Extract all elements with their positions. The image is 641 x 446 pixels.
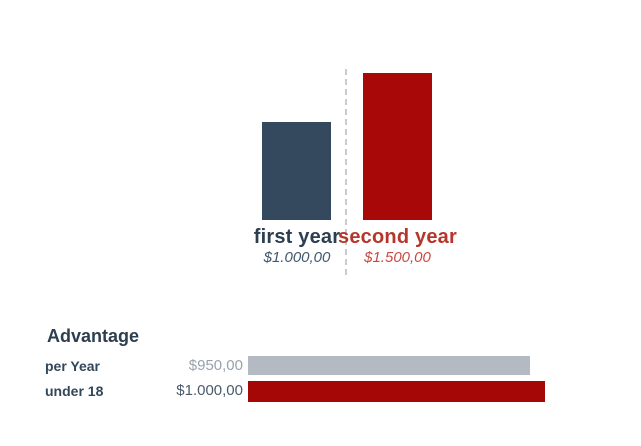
per-year-label: per Year: [45, 358, 101, 374]
advantage-title: Advantage: [47, 326, 140, 346]
first-year-label: first year: [253, 226, 341, 248]
second-year-value: $1.500,00: [364, 249, 431, 266]
under-18-value: $1.000,00: [176, 382, 243, 399]
first-year-value: $1.000,00: [263, 249, 331, 266]
under-18-bar: [248, 381, 545, 402]
second-year-bar: [363, 73, 432, 220]
chart-divider-line: [345, 69, 347, 275]
under-18-label: under 18: [45, 383, 104, 399]
second-year-label: second year: [338, 226, 457, 248]
first-year-bar: [262, 122, 331, 220]
per-year-value: $950,00: [188, 357, 243, 374]
per-year-bar: [248, 356, 530, 375]
